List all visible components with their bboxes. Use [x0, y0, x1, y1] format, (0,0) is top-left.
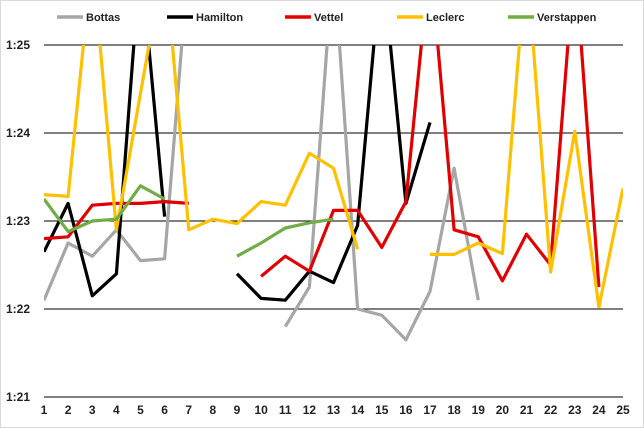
- gridlines: [44, 44, 623, 398]
- x-tick-label: 15: [375, 403, 389, 417]
- legend-item-hamilton: Hamilton: [167, 12, 243, 24]
- x-tick-label: 24: [592, 403, 606, 417]
- x-tick-label: 19: [472, 403, 486, 417]
- series-line-segment: [44, 45, 360, 250]
- x-tick-label: 21: [520, 403, 534, 417]
- x-tick-label: 6: [161, 403, 168, 417]
- x-tick-label: 25: [616, 403, 630, 417]
- x-tick-label: 8: [210, 403, 217, 417]
- x-tick-label: 2: [65, 403, 72, 417]
- y-tick-label: 1:21: [6, 390, 30, 404]
- series-line-segment: [236, 217, 334, 258]
- x-tick-label: 23: [568, 403, 582, 417]
- x-tick-label: 12: [303, 403, 317, 417]
- x-tick-label: 4: [113, 403, 120, 417]
- y-tick-label: 1:23: [6, 214, 30, 228]
- series-line-segment: [283, 45, 480, 342]
- series-hamilton: [44, 45, 432, 302]
- x-tick-label: 3: [89, 403, 96, 417]
- x-tick-label: 16: [399, 403, 413, 417]
- x-tick-label: 9: [234, 403, 241, 417]
- legend-label: Hamilton: [196, 12, 243, 24]
- x-tick-label: 18: [447, 403, 461, 417]
- legend: Bottas Hamilton Vettel Leclerc Verstappen: [57, 12, 597, 24]
- x-tick-label: 11: [279, 403, 292, 417]
- series-leclerc: [44, 45, 623, 309]
- legend-label: Bottas: [86, 12, 120, 24]
- x-tick-label: 5: [137, 403, 144, 417]
- x-tick-label: 20: [496, 403, 510, 417]
- series-vettel: [44, 45, 601, 288]
- legend-label: Verstappen: [537, 12, 597, 24]
- x-tick-label: 22: [544, 403, 558, 417]
- series-line-segment: [260, 45, 601, 288]
- x-axis-ticks: 1 2 3 4 5 6 7 8 9 10 11 12 13 14 15 16 17 18 19 20 21 22 23 24 2…: [41, 403, 630, 417]
- x-tick-label: 17: [423, 403, 437, 417]
- legend-label: Leclerc: [426, 12, 465, 24]
- legend-label: Vettel: [314, 12, 343, 24]
- y-axis-ticks: 1:21 1:22 1:23 1:24 1:25: [6, 38, 30, 404]
- y-tick-label: 1:25: [6, 38, 30, 52]
- series-lines: [44, 45, 623, 342]
- x-tick-label: 7: [185, 403, 192, 417]
- x-tick-label: 13: [327, 403, 341, 417]
- x-tick-label: 1: [41, 403, 48, 417]
- series-line-segment: [430, 45, 623, 309]
- y-tick-label: 1:22: [6, 302, 30, 316]
- series-line-segment: [44, 45, 167, 298]
- legend-item-vettel: Vettel: [285, 12, 343, 24]
- legend-item-bottas: Bottas: [57, 12, 120, 24]
- series-line-segment: [44, 184, 166, 234]
- series-line-segment: [235, 45, 432, 302]
- y-tick-label: 1:24: [6, 126, 30, 140]
- legend-item-leclerc: Leclerc: [397, 12, 465, 24]
- x-tick-label: 10: [254, 403, 268, 417]
- series-line-segment: [44, 200, 189, 241]
- x-tick-label: 14: [351, 403, 365, 417]
- series-verstappen: [44, 184, 334, 258]
- legend-item-verstappen: Verstappen: [508, 12, 597, 24]
